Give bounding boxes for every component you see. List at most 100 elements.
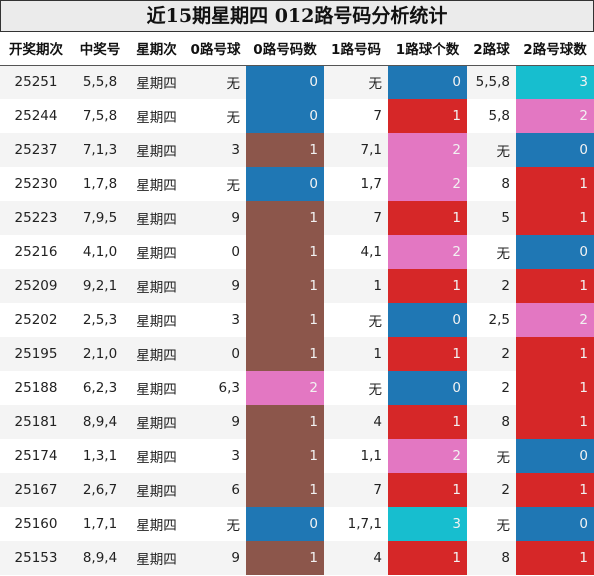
cell-route2-count: 0: [516, 507, 594, 541]
cell-issue: 25195: [0, 337, 72, 371]
cell-issue: 25216: [0, 235, 72, 269]
cell-route0-balls: 无: [185, 65, 246, 99]
cell-route2-balls: 无: [467, 439, 516, 473]
cell-winning-numbers: 7,9,5: [72, 201, 128, 235]
cell-issue: 25230: [0, 167, 72, 201]
cell-issue: 25202: [0, 303, 72, 337]
cell-issue: 25167: [0, 473, 72, 507]
cell-route0-count: 1: [246, 337, 324, 371]
table-row: 25202 2,5,3 星期四 3 1 无 0 2,5 2: [0, 303, 594, 337]
table-row: 25174 1,3,1 星期四 3 1 1,1 2 无 0: [0, 439, 594, 473]
stats-table: 开奖期次 中奖号 星期次 0路号球 0路号码数 1路号码 1路球个数 2路球 2…: [0, 32, 594, 575]
cell-route2-count: 2: [516, 303, 594, 337]
cell-route1-count: 1: [388, 541, 467, 575]
cell-weekday: 星期四: [128, 541, 185, 575]
header-route2-balls: 2路球: [467, 32, 516, 65]
cell-weekday: 星期四: [128, 133, 185, 167]
cell-route1-numbers: 1,1: [324, 439, 388, 473]
cell-winning-numbers: 1,7,8: [72, 167, 128, 201]
header-route2-count: 2路号球数: [516, 32, 594, 65]
cell-route0-balls: 0: [185, 235, 246, 269]
cell-route1-count: 2: [388, 235, 467, 269]
cell-route0-balls: 0: [185, 337, 246, 371]
cell-route1-numbers: 1,7,1: [324, 507, 388, 541]
cell-winning-numbers: 8,9,4: [72, 405, 128, 439]
cell-weekday: 星期四: [128, 303, 185, 337]
cell-route1-count: 1: [388, 99, 467, 133]
cell-route1-numbers: 无: [324, 303, 388, 337]
cell-winning-numbers: 2,5,3: [72, 303, 128, 337]
cell-route0-balls: 6,3: [185, 371, 246, 405]
cell-issue: 25244: [0, 99, 72, 133]
table-row: 25223 7,9,5 星期四 9 1 7 1 5 1: [0, 201, 594, 235]
cell-weekday: 星期四: [128, 167, 185, 201]
cell-route1-count: 2: [388, 439, 467, 473]
cell-route1-numbers: 4,1: [324, 235, 388, 269]
table-row: 25237 7,1,3 星期四 3 1 7,1 2 无 0: [0, 133, 594, 167]
cell-route0-count: 1: [246, 439, 324, 473]
cell-weekday: 星期四: [128, 65, 185, 99]
cell-winning-numbers: 6,2,3: [72, 371, 128, 405]
cell-route1-count: 1: [388, 201, 467, 235]
cell-route1-numbers: 无: [324, 65, 388, 99]
cell-route2-count: 1: [516, 541, 594, 575]
cell-route1-count: 0: [388, 371, 467, 405]
cell-route2-balls: 5,8: [467, 99, 516, 133]
cell-route0-count: 1: [246, 405, 324, 439]
cell-route1-numbers: 1: [324, 269, 388, 303]
cell-route2-balls: 5: [467, 201, 516, 235]
cell-winning-numbers: 2,1,0: [72, 337, 128, 371]
cell-winning-numbers: 5,5,8: [72, 65, 128, 99]
cell-route2-count: 0: [516, 439, 594, 473]
cell-issue: 25188: [0, 371, 72, 405]
cell-route2-count: 2: [516, 99, 594, 133]
cell-route2-balls: 2: [467, 269, 516, 303]
table-row: 25230 1,7,8 星期四无 0 1,7 2 8 1: [0, 167, 594, 201]
table-row: 25209 9,2,1 星期四 9 1 1 1 2 1: [0, 269, 594, 303]
cell-route0-count: 1: [246, 201, 324, 235]
cell-issue: 25174: [0, 439, 72, 473]
cell-route0-balls: 3: [185, 303, 246, 337]
cell-route0-balls: 3: [185, 133, 246, 167]
cell-route2-balls: 2: [467, 337, 516, 371]
cell-winning-numbers: 9,2,1: [72, 269, 128, 303]
cell-route0-balls: 无: [185, 99, 246, 133]
cell-route1-count: 1: [388, 337, 467, 371]
cell-issue: 25237: [0, 133, 72, 167]
table-row: 25167 2,6,7 星期四 6 1 7 1 2 1: [0, 473, 594, 507]
cell-route2-count: 1: [516, 269, 594, 303]
cell-route1-numbers: 1,7: [324, 167, 388, 201]
cell-weekday: 星期四: [128, 201, 185, 235]
cell-winning-numbers: 2,6,7: [72, 473, 128, 507]
cell-route1-numbers: 7,1: [324, 133, 388, 167]
cell-route2-count: 1: [516, 371, 594, 405]
header-route1-numbers: 1路号码: [324, 32, 388, 65]
table-row: 25160 1,7,1 星期四无 0 1,7,1 3 无 0: [0, 507, 594, 541]
cell-winning-numbers: 1,3,1: [72, 439, 128, 473]
cell-route2-count: 1: [516, 167, 594, 201]
cell-route1-count: 2: [388, 167, 467, 201]
cell-route0-count: 1: [246, 235, 324, 269]
cell-route2-balls: 8: [467, 167, 516, 201]
cell-route2-count: 1: [516, 337, 594, 371]
cell-issue: 25223: [0, 201, 72, 235]
cell-route1-numbers: 7: [324, 473, 388, 507]
cell-issue: 25251: [0, 65, 72, 99]
header-weekday: 星期次: [128, 32, 185, 65]
cell-route2-balls: 5,5,8: [467, 65, 516, 99]
cell-route0-balls: 无: [185, 507, 246, 541]
cell-route0-count: 1: [246, 269, 324, 303]
cell-route2-count: 1: [516, 473, 594, 507]
cell-route2-count: 0: [516, 235, 594, 269]
cell-weekday: 星期四: [128, 337, 185, 371]
cell-route2-balls: 8: [467, 541, 516, 575]
header-route0-balls: 0路号球: [185, 32, 246, 65]
cell-route0-count: 2: [246, 371, 324, 405]
cell-issue: 25181: [0, 405, 72, 439]
header-route0-count: 0路号码数: [246, 32, 324, 65]
cell-route1-numbers: 4: [324, 541, 388, 575]
cell-issue: 25153: [0, 541, 72, 575]
cell-route1-numbers: 1: [324, 337, 388, 371]
cell-route2-count: 1: [516, 201, 594, 235]
cell-route1-count: 3: [388, 507, 467, 541]
